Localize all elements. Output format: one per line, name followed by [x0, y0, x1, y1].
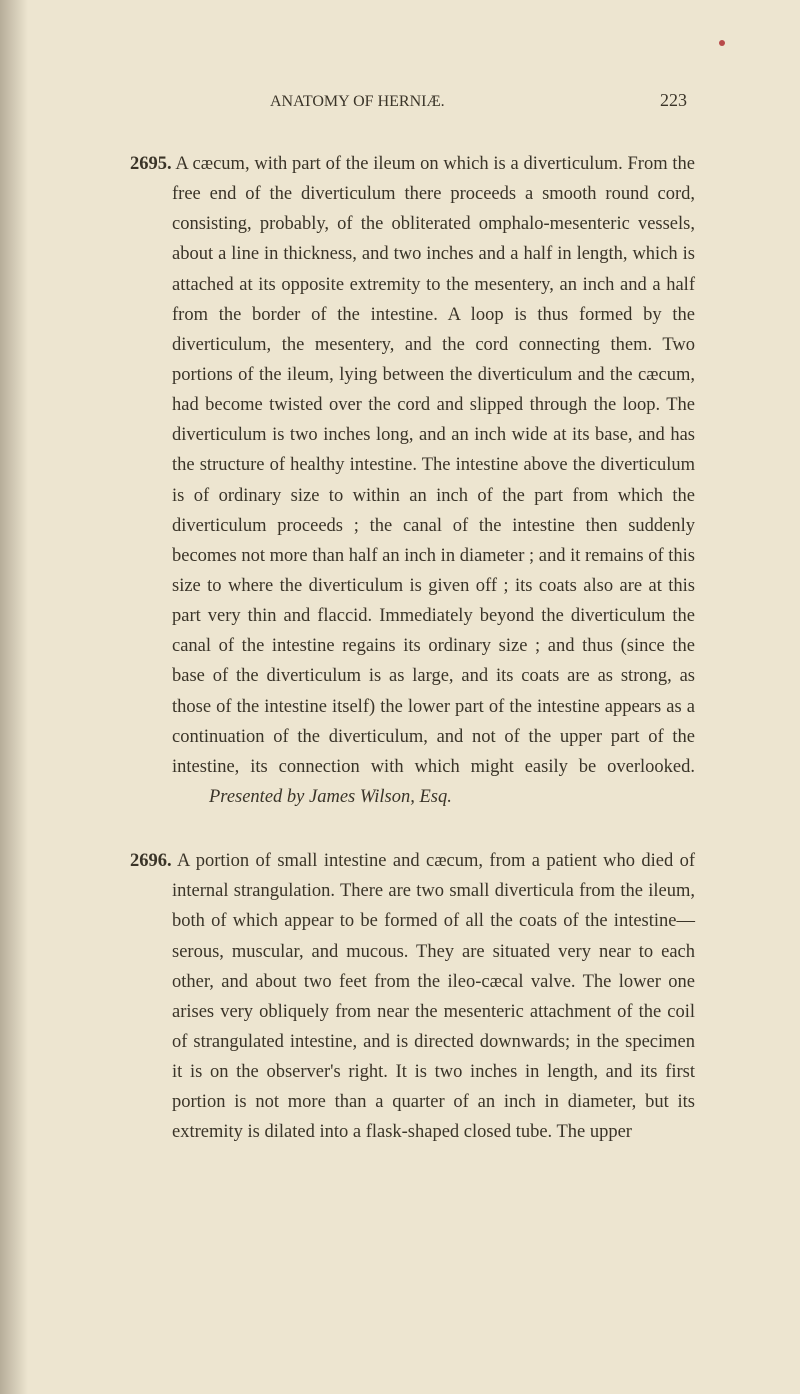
entry-attribution: Presented by James Wilson, Esq. — [209, 787, 452, 807]
page-container: ANATOMY OF HERNIÆ. 223 2695. A cæcum, wi… — [0, 0, 800, 1242]
page-blemish-dot — [719, 40, 725, 46]
entry-body: A cæcum, with part of the ileum on which… — [172, 154, 695, 777]
catalogue-entry: 2696. A portion of small intestine and c… — [130, 846, 695, 1147]
entry-body: A portion of small intestine and cæcum, … — [172, 851, 695, 1142]
binding-shadow — [0, 0, 28, 1394]
page-number: 223 — [660, 90, 687, 111]
entry-number: 2695. — [130, 154, 172, 174]
catalogue-entry: 2695. A cæcum, with part of the ileum on… — [130, 149, 695, 812]
page-header: ANATOMY OF HERNIÆ. 223 — [130, 90, 695, 111]
entry-number: 2696. — [130, 851, 172, 871]
running-head: ANATOMY OF HERNIÆ. — [270, 93, 445, 111]
